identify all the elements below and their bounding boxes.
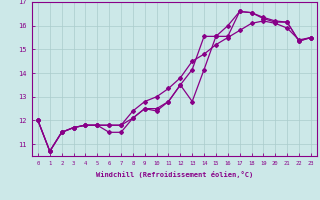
X-axis label: Windchill (Refroidissement éolien,°C): Windchill (Refroidissement éolien,°C) — [96, 171, 253, 178]
